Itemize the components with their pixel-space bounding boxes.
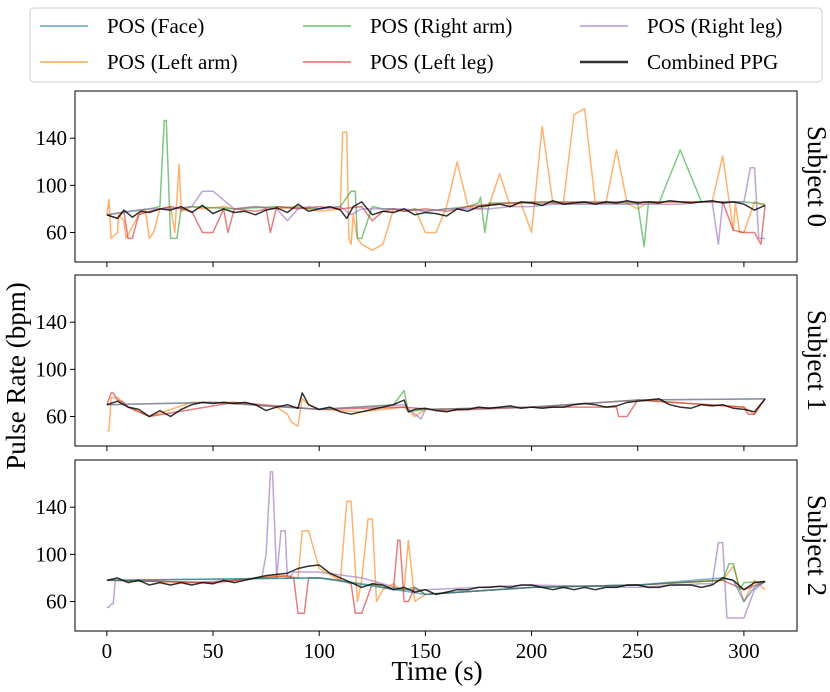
legend-label-right-leg: POS (Right leg) xyxy=(647,14,782,38)
x-tick-label: 300 xyxy=(728,639,760,663)
subject-label: Subject 0 xyxy=(802,126,830,227)
legend-label-left-arm: POS (Left arm) xyxy=(107,50,238,74)
plot-frame xyxy=(74,459,798,632)
x-tick-label: 100 xyxy=(303,639,335,663)
series-line-combined-ppg-subject-0 xyxy=(106,199,766,220)
y-tick-label: 140 xyxy=(36,310,68,334)
subplots: 60 100 140 Subject 0 60 100 140 Subject 1 60 100 1… xyxy=(36,90,830,663)
x-tick-label: 50 xyxy=(203,639,224,663)
series-line-pos-face-subject-2 xyxy=(106,577,766,603)
series-line-combined-ppg-subject-1 xyxy=(106,392,766,418)
x-axis-label: Time (s) xyxy=(391,656,482,686)
series-line-pos-right-leg-subject-2 xyxy=(106,471,766,619)
subplot-1: 60 100 140 Subject 1 xyxy=(36,274,830,451)
legend-label-combined: Combined PPG xyxy=(647,50,778,74)
x-tick-label: 200 xyxy=(516,639,548,663)
x-tick-label: 150 xyxy=(410,639,442,663)
plot-frame xyxy=(74,274,798,447)
subplot-0: 60 100 140 Subject 0 xyxy=(36,90,830,267)
plot-frame xyxy=(74,90,798,263)
y-tick-label: 60 xyxy=(46,590,67,614)
legend-label-right-arm: POS (Right arm) xyxy=(370,14,512,38)
y-tick-label: 100 xyxy=(36,542,68,566)
series-line-pos-right-leg-subject-0 xyxy=(106,166,766,246)
y-axis-label: Pulse Rate (bpm) xyxy=(1,282,31,469)
subject-label: Subject 1 xyxy=(802,310,830,411)
x-tick-label: 250 xyxy=(622,639,654,663)
series-line-pos-right-arm-subject-0 xyxy=(106,119,766,248)
y-tick-label: 140 xyxy=(36,126,68,150)
subplot-2: 60 100 140 0 50 100 150 200 250 300 Subject 2 xyxy=(36,459,830,663)
subject-label: Subject 2 xyxy=(802,495,830,596)
legend-label-left-leg: POS (Left leg) xyxy=(370,50,494,74)
legend-label-face: POS (Face) xyxy=(107,14,204,38)
y-tick-label: 60 xyxy=(46,405,67,429)
series-line-pos-left-leg-subject-2 xyxy=(106,539,766,615)
series-line-pos-left-leg-subject-0 xyxy=(106,201,766,246)
legend: POS (Face) POS (Left arm) POS (Right arm… xyxy=(29,7,823,83)
y-tick-label: 60 xyxy=(46,221,67,245)
y-tick-label: 100 xyxy=(36,357,68,381)
x-tick-label: 0 xyxy=(102,639,113,663)
series-line-pos-left-leg-subject-1 xyxy=(106,392,766,418)
y-tick-label: 140 xyxy=(36,495,68,519)
series-line-combined-ppg-subject-2 xyxy=(106,564,766,596)
y-tick-label: 100 xyxy=(36,173,68,197)
series-line-pos-left-arm-subject-0 xyxy=(106,107,766,251)
